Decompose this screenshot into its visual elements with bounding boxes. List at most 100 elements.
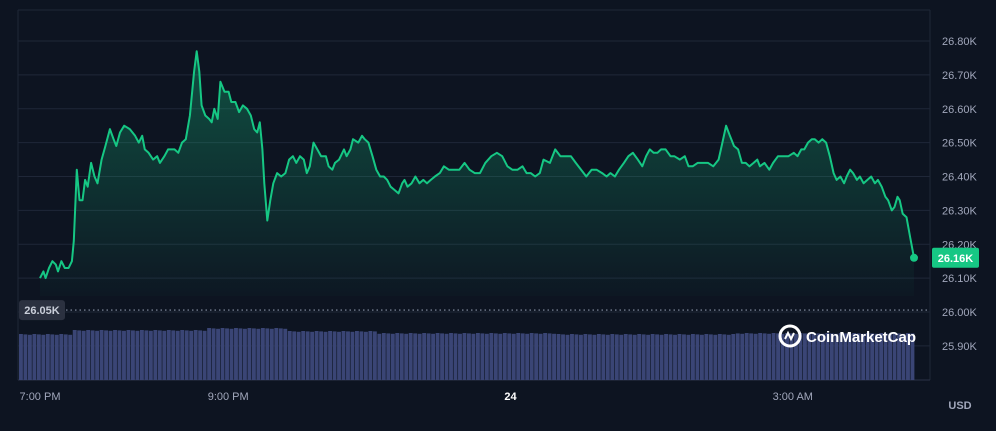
volume-bar [816,333,821,380]
volume-bar [260,328,265,380]
volume-bar [798,333,803,380]
y-axis: 26.80K26.70K26.60K26.50K26.40K26.30K26.2… [932,36,979,353]
volume-bar [587,334,592,380]
volume-bar [157,330,162,380]
reference-label-box [19,300,65,321]
volume-bar [744,333,749,380]
volume-bar [251,328,256,380]
volume-bars [19,328,915,380]
volume-bar [319,331,324,380]
y-tick-label: 26.80K [942,36,978,48]
volume-bar [655,334,660,380]
volume-bar [861,333,866,380]
volume-bar [735,333,740,380]
volume-bar [852,333,857,380]
volume-bar [247,328,252,380]
volume-bar [238,328,243,380]
volume-bar [538,333,543,380]
volume-bar [453,333,458,380]
volume-bar [341,331,346,380]
y-tick-label: 26.30K [942,205,978,217]
volume-bar [583,334,588,380]
volume-bar [372,331,377,380]
volume-bar [749,333,754,380]
volume-bar [699,334,704,380]
volume-bar [81,330,86,380]
volume-bar [305,331,310,380]
volume-bar [377,333,382,380]
volume-bar [650,334,655,380]
volume-bar [283,328,288,380]
current-price-dot [910,253,918,262]
volume-bar [99,330,104,380]
volume-bar [901,333,906,380]
volume-bar [467,333,471,380]
volume-bar [794,333,798,380]
volume-bar [68,334,73,380]
volume-bar [135,330,140,380]
volume-bar [888,333,892,380]
volume-bar [408,333,413,380]
y-tick-label: 26.50K [942,138,978,150]
volume-bar [301,331,306,380]
volume-bar [86,330,91,380]
volume-bar [829,333,834,380]
volume-bar [346,331,350,380]
price-line-group [39,50,918,280]
volume-bar [193,330,198,380]
volume-bar [27,334,32,380]
volume-bar [847,333,852,380]
volume-bar [108,330,113,380]
volume-bar [274,328,279,380]
volume-bar [417,333,422,380]
volume-bar [507,333,512,380]
volume-bar [144,330,149,380]
volume-bar [865,333,870,380]
y-tick-label: 26.00K [942,307,978,319]
y-tick-label: 26.60K [942,104,978,116]
volume-bar [19,334,23,380]
volume-bar [704,334,709,380]
y-tick-label: 25.90K [942,341,978,353]
volume-bar [641,334,646,380]
volume-bar [139,330,144,380]
volume-bar [72,330,77,380]
volume-bar [337,331,341,380]
volume-bar [180,330,185,380]
volume-bar [547,333,552,380]
volume-bar [529,333,534,380]
volume-bar [708,334,713,380]
volume-bar [77,330,82,380]
reference-label: 26.05K [24,305,60,317]
volume-bar [292,331,297,380]
y-tick-label: 26.10K [942,273,978,285]
volume-bar [314,331,319,380]
volume-bar [879,333,884,380]
volume-bar [726,334,731,380]
volume-bar [834,333,839,380]
volume-bar [328,331,332,380]
volume-bar [668,334,673,380]
volume-bar [162,330,167,380]
volume-bar [431,333,436,380]
volume-bar [426,333,431,380]
volume-bar [565,334,570,380]
volume-bar [117,330,122,380]
volume-bar [131,330,135,380]
current-value-label: 26.16K [938,253,974,265]
current-value-badge [932,247,979,268]
volume-bar [543,333,548,380]
volume-bar [883,333,888,380]
volume-bar [628,334,633,380]
volume-bar [148,330,153,380]
volume-bar [493,333,498,380]
volume-bar [41,334,46,380]
volume-bar [785,333,789,380]
volume-bar [153,330,158,380]
volume-bar [175,330,180,380]
x-tick-label: 7:00 PM [20,391,61,403]
volume-bar [404,333,409,380]
volume-bar [906,333,910,380]
